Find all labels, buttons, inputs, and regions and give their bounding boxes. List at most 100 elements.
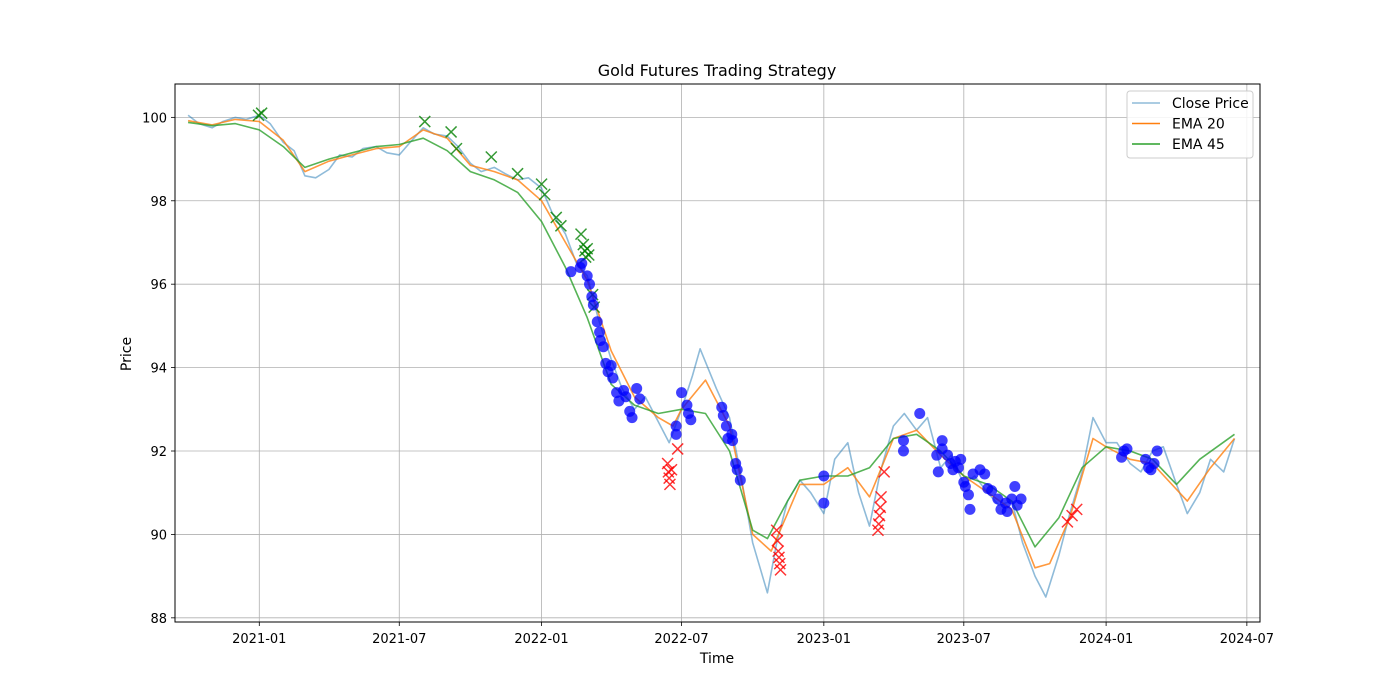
point-marker: [727, 435, 739, 447]
point-marker: [1015, 493, 1027, 505]
point-marker: [897, 445, 909, 457]
point-marker: [979, 468, 991, 480]
x-marker: [875, 490, 888, 503]
legend: Close Price EMA 20 EMA 45: [1126, 90, 1254, 159]
y-tick-label: 94: [150, 362, 167, 377]
point-marker: [955, 453, 967, 465]
point-marker: [1140, 453, 1152, 465]
point-marker: [1001, 505, 1013, 517]
x-tick-label: 2024-07: [1220, 632, 1274, 647]
series-line-1: [187, 118, 1236, 569]
x-marker: [878, 465, 891, 478]
point-marker: [717, 410, 729, 422]
point-marker: [897, 435, 909, 447]
x-marker: [538, 188, 551, 201]
x-marker: [774, 563, 787, 576]
legend-label-0: Close Price: [1172, 96, 1249, 112]
point-marker: [605, 360, 617, 372]
x-tick-label: 2023-01: [797, 632, 851, 647]
point-marker: [626, 412, 638, 424]
point-marker: [734, 474, 746, 486]
point-marker: [587, 299, 599, 311]
x-marker: [663, 478, 676, 491]
x-marker: [511, 167, 524, 180]
point-marker: [670, 420, 682, 432]
point-marker: [962, 489, 974, 501]
point-marker: [731, 464, 743, 476]
x-marker: [550, 211, 563, 224]
point-marker: [1009, 480, 1021, 492]
y-axis: 88 90 92 94 96 98 100: [142, 111, 175, 627]
y-tick-label: 98: [150, 195, 167, 210]
x-tick-label: 2022-07: [654, 632, 708, 647]
x-marker: [1061, 515, 1074, 528]
point-marker: [586, 291, 598, 303]
point-marker: [565, 266, 577, 278]
x-marker: [874, 501, 887, 514]
marker-layer: [252, 107, 1163, 576]
chart-title: Gold Futures Trading Strategy: [598, 61, 837, 80]
point-marker: [670, 428, 682, 440]
point-marker: [631, 382, 643, 394]
point-marker: [959, 480, 971, 492]
x-marker: [255, 107, 268, 120]
point-marker: [936, 435, 948, 447]
point-marker: [594, 326, 606, 338]
series-line-2: [187, 121, 1235, 548]
x-marker: [770, 524, 783, 537]
x-marker: [535, 178, 548, 191]
point-marker: [591, 316, 603, 328]
point-marker: [1121, 443, 1133, 455]
legend-label-1: EMA 20: [1172, 117, 1225, 133]
point-marker: [681, 399, 693, 411]
x-tick-label: 2024-01: [1079, 632, 1133, 647]
legend-box: [1126, 90, 1254, 159]
point-marker: [964, 503, 976, 515]
point-marker: [716, 401, 728, 413]
point-marker: [818, 497, 830, 509]
point-marker: [942, 449, 954, 461]
point-marker: [952, 462, 964, 474]
x-marker: [554, 219, 567, 232]
y-tick-label: 90: [150, 528, 167, 543]
point-marker: [1148, 458, 1160, 470]
plot-area-frame: [174, 83, 1261, 623]
point-marker: [634, 393, 646, 405]
point-marker: [581, 270, 593, 282]
point-marker: [818, 470, 830, 482]
y-axis-label: Price: [119, 337, 135, 371]
x-marker: [485, 150, 498, 164]
x-marker: [574, 228, 588, 241]
point-marker: [914, 407, 926, 419]
x-tick-label: 2021-01: [232, 632, 286, 647]
point-marker: [620, 391, 632, 403]
y-tick-label: 92: [150, 445, 167, 460]
series-layer: [187, 114, 1236, 598]
legend-label-2: EMA 45: [1172, 137, 1225, 153]
x-marker: [418, 115, 431, 128]
y-tick-label: 100: [142, 111, 167, 126]
point-marker: [676, 387, 688, 399]
y-tick-label: 96: [150, 278, 167, 293]
x-marker: [1070, 503, 1083, 516]
x-tick-label: 2022-01: [514, 632, 568, 647]
point-marker: [986, 485, 998, 497]
x-marker: [450, 142, 463, 155]
point-marker: [720, 420, 732, 432]
point-marker: [685, 414, 697, 426]
point-marker: [932, 466, 944, 478]
x-axis: 2021-01 2021-07 2022-01 2022-07 2023-01 2023-…: [232, 622, 1274, 647]
x-marker: [582, 248, 595, 262]
x-marker: [445, 125, 458, 138]
x-marker: [1066, 509, 1079, 522]
x-marker: [671, 442, 684, 455]
x-marker: [771, 534, 784, 547]
y-tick-label: 88: [150, 612, 167, 627]
point-marker: [597, 341, 609, 353]
x-marker: [665, 463, 678, 476]
x-axis-label: Time: [699, 651, 734, 667]
point-marker: [607, 372, 619, 384]
x-tick-label: 2023-07: [937, 632, 991, 647]
grid: [175, 84, 1260, 622]
